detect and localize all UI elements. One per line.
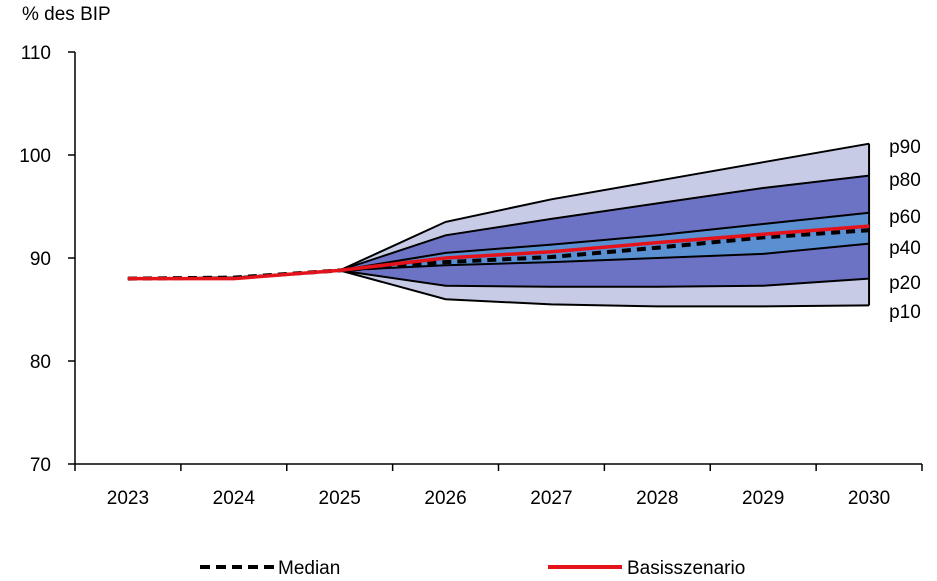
percentile-label-p10: p10 [889,302,921,323]
percentile-label-p20: p20 [889,273,921,294]
x-tick-label: 2025 [319,488,361,509]
y-tick-label: 70 [30,455,51,476]
percentile-label-p40: p40 [889,238,921,259]
x-tick-label: 2024 [213,488,256,509]
x-tick-label: 2029 [742,488,784,509]
series-line-basisszenario [127,224,870,281]
x-tick-label: 2023 [107,488,149,509]
y-tick-label: 80 [30,352,51,373]
x-tick-label: 2030 [848,488,890,509]
tick-labels: 70 80 90 100 110 2023 2024 2025 2026 2027 2028 2029… [19,43,890,509]
band-p20-p40 [127,243,870,287]
legend-median-label: Median [278,558,340,579]
percentile-bands [127,142,871,308]
legend-basisszenario-label: Basisszenario [627,558,745,579]
percentile-label-p60: p60 [889,207,921,228]
band-p10-p20 [127,270,870,307]
x-tick-label: 2028 [636,488,678,509]
y-tick-label: 90 [30,249,51,270]
legend: Median Basisszenario [200,558,745,579]
band-p40-p60 [127,212,870,279]
x-tick-label: 2027 [530,488,572,509]
percentile-labels: p90 p80 p60 p40 p20 p10 [889,137,921,323]
y-tick-label: 100 [19,146,51,167]
percentile-label-p90: p90 [889,137,921,158]
axes [68,51,923,471]
y-tick-label: 110 [21,43,51,64]
percentile-label-p80: p80 [889,170,921,191]
series-lines [127,224,870,281]
y-axis-label: % des BIP [22,4,111,25]
x-tick-label: 2026 [424,488,466,509]
